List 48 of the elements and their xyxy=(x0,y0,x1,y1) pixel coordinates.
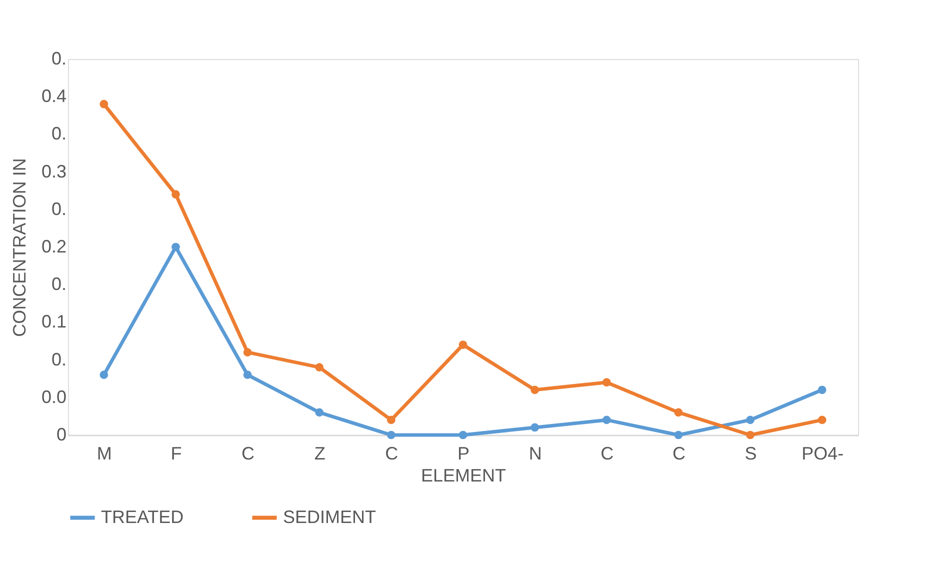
x-tick-label: M xyxy=(96,444,112,464)
x-tick-label: C xyxy=(242,444,255,464)
point xyxy=(746,416,754,424)
point xyxy=(458,340,468,349)
y-tick-label: 0. xyxy=(51,124,66,144)
point xyxy=(818,416,826,424)
y-tick-label: 0.1 xyxy=(41,312,66,332)
point xyxy=(100,100,108,108)
y-tick-label: 0.4 xyxy=(41,86,66,106)
point xyxy=(602,416,611,424)
x-tick-label: C xyxy=(600,444,614,464)
y-tick-label: 0. xyxy=(51,198,66,219)
y-tick-label: 0.3 xyxy=(41,161,66,182)
point xyxy=(172,242,180,252)
point xyxy=(315,408,324,417)
point xyxy=(387,416,396,424)
y-tick-label: 0. xyxy=(51,48,66,68)
x-tick-label: P xyxy=(457,444,470,464)
y-tick-label: 0.2 xyxy=(41,236,66,256)
point xyxy=(674,408,683,417)
y-axis-title: CONCENTRATION IN xyxy=(9,158,30,337)
y-tick-label: 0.0 xyxy=(41,386,66,407)
legend-label: SEDIMENT xyxy=(283,506,376,527)
x-tick-label: N xyxy=(528,444,542,464)
x-tick-label: S xyxy=(744,444,757,464)
x-tick-label: C xyxy=(385,444,398,464)
point xyxy=(818,386,826,394)
x-tick-label: Z xyxy=(314,444,326,464)
point xyxy=(602,378,611,387)
point xyxy=(746,430,754,440)
x-tick-label: F xyxy=(170,444,182,464)
point xyxy=(100,370,108,380)
y-tick-label: 0. xyxy=(51,349,66,370)
legend-label: TREATED xyxy=(101,506,184,527)
point xyxy=(530,423,539,432)
x-axis-title: ELEMENT xyxy=(420,466,506,486)
point xyxy=(315,363,324,372)
point xyxy=(243,348,252,356)
point xyxy=(458,430,468,440)
point xyxy=(530,386,539,394)
x-tick-label: C xyxy=(672,444,686,464)
point xyxy=(387,430,396,440)
point xyxy=(243,370,252,380)
point xyxy=(172,190,180,199)
point xyxy=(674,430,683,440)
y-tick-label: 0. xyxy=(51,274,66,294)
y-tick-label: 0 xyxy=(56,424,66,444)
x-tick-label: PO4- xyxy=(802,444,844,464)
